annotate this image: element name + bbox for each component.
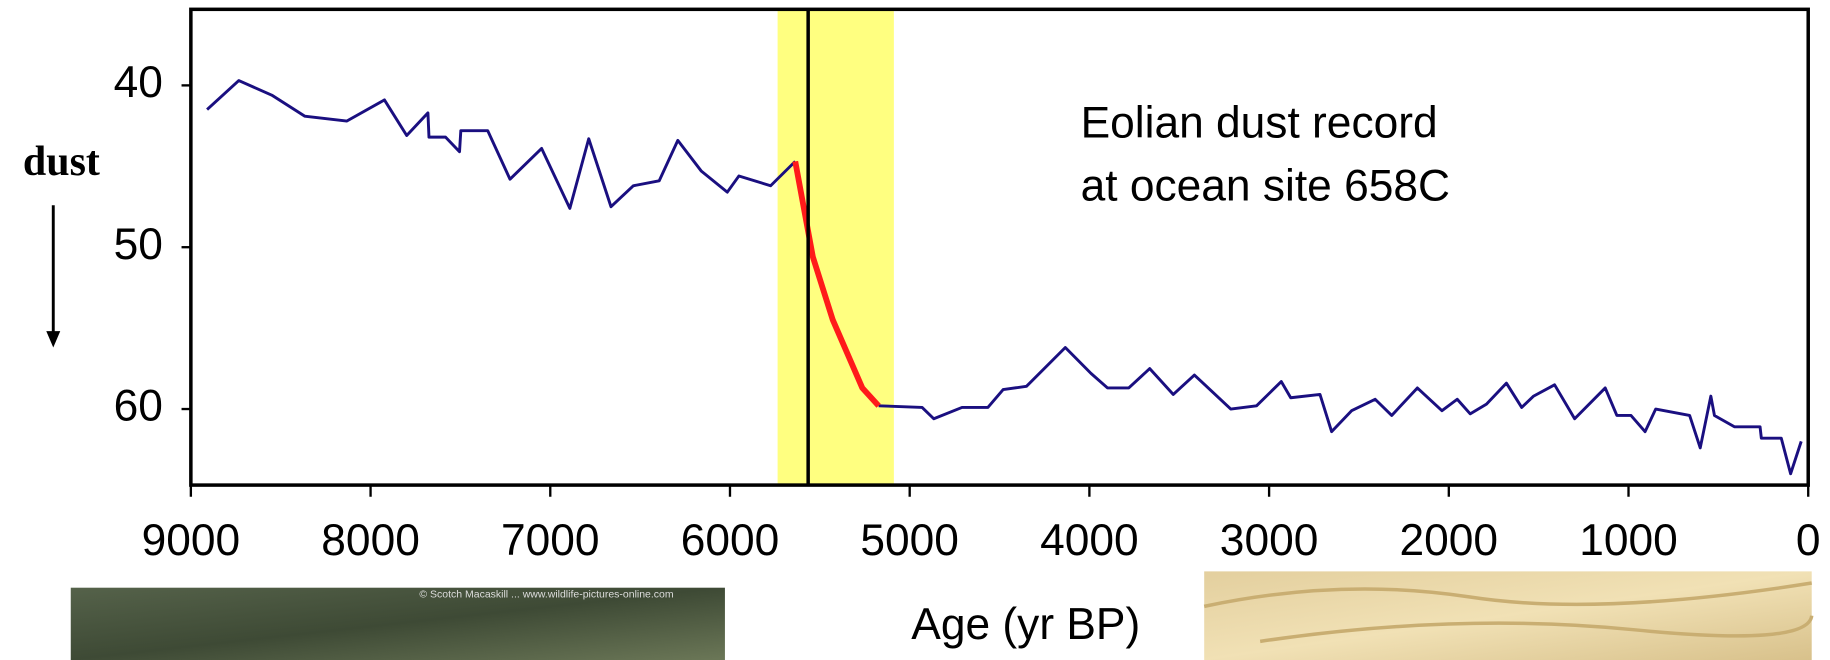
x-tick-label: 6000 [681,516,780,565]
y-axis-label: dust [23,139,100,185]
x-tick-label: 3000 [1220,516,1319,565]
x-tick-label: 2000 [1400,516,1499,565]
x-tick-label: 0 [1796,516,1821,565]
annotation: Eolian dust record [1081,99,1438,148]
y-tick-label: 60 [114,382,163,431]
highlight-band [777,9,894,486]
x-tick-label: 7000 [501,516,600,565]
forest-photo [70,587,725,660]
x-tick-label: 5000 [860,516,959,565]
dune-ridge [1203,581,1814,644]
x-tick-label: 9000 [142,516,241,565]
sand-photo [1204,571,1812,660]
x-axis-label: Age (yr BP) [911,600,1140,649]
y-tick-label: 50 [114,220,163,269]
x-tick-label: 8000 [321,516,420,565]
data-line [206,79,1803,476]
photo-credit: © Scotch Macaskill ... www.wildlife-pict… [419,589,673,600]
plot-frame [189,7,1810,487]
x-tick-label: 4000 [1040,516,1139,565]
y-tick-label: 40 [114,58,163,107]
annotation: at ocean site 658C [1081,162,1450,211]
arrow-head [46,331,61,348]
x-tick-label: 1000 [1579,516,1678,565]
